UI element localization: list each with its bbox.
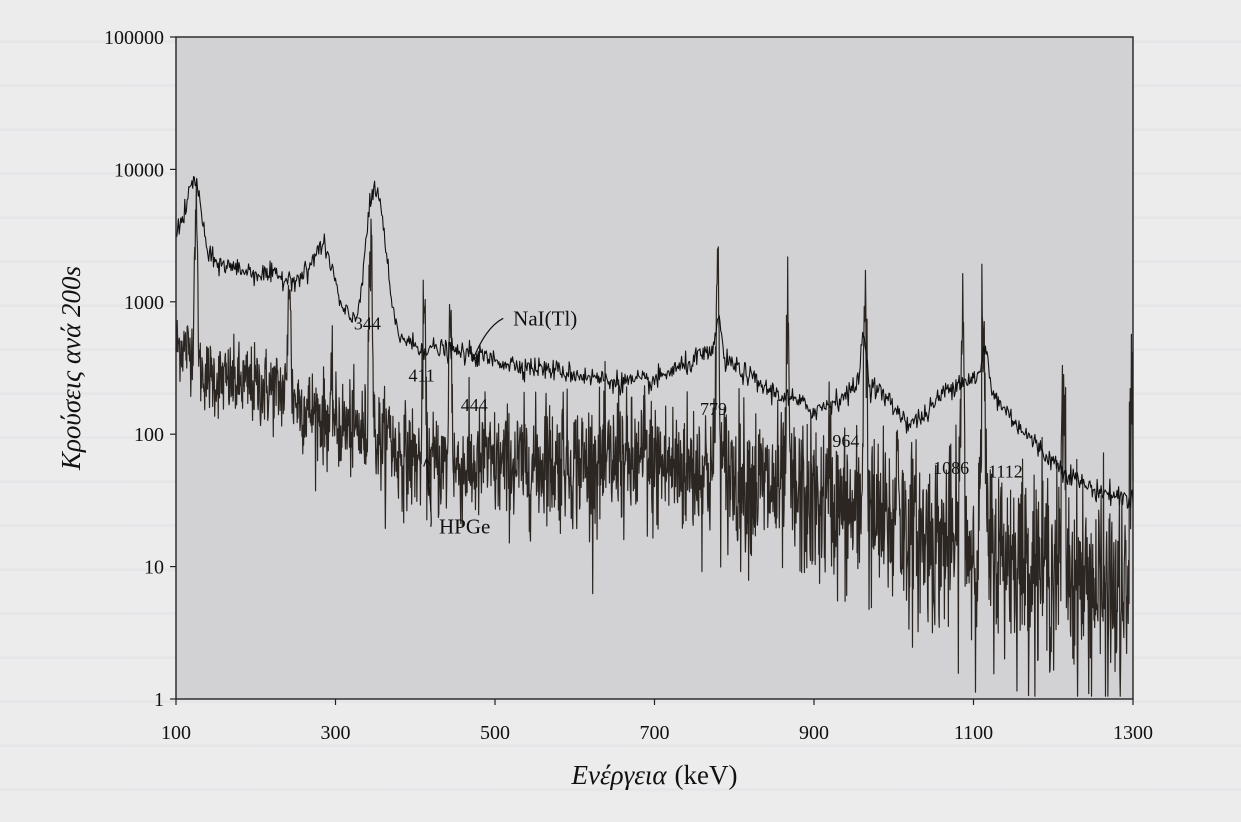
y-tick-label: 1000 bbox=[124, 292, 164, 314]
series-label-arrow bbox=[472, 317, 504, 361]
annotation-layer: 344 411 444 779 964 1086 1112 NaI(Tl) HPGe bbox=[354, 306, 1023, 538]
plot-area bbox=[176, 37, 1133, 699]
x-axis-unit: (keV) bbox=[675, 760, 738, 790]
peak-label: 1086 bbox=[933, 458, 969, 478]
arrow-head bbox=[423, 457, 432, 467]
peak-label: 411 bbox=[408, 366, 434, 386]
series-line-nai bbox=[175, 175, 1134, 509]
series-label-arrow bbox=[425, 458, 432, 527]
x-tick-label: 300 bbox=[321, 722, 351, 744]
y-tick-label: 100 bbox=[134, 424, 164, 446]
x-tick-label: 1100 bbox=[954, 722, 993, 744]
x-tick-label: 100 bbox=[161, 722, 191, 744]
y-tick-label: 10 bbox=[144, 557, 164, 579]
y-tick-label: 100000 bbox=[104, 27, 164, 49]
y-tick-label: 1 bbox=[154, 689, 164, 711]
x-tick-label: 900 bbox=[799, 722, 829, 744]
peak-label: 779 bbox=[700, 399, 727, 419]
x-axis-title: Ενέργεια (keV) bbox=[571, 760, 738, 790]
x-tick-label: 1300 bbox=[1113, 722, 1153, 744]
series-name-label: HPGe bbox=[439, 515, 490, 539]
arrow-head bbox=[471, 352, 479, 362]
peak-label: 344 bbox=[354, 313, 381, 333]
peak-label: 964 bbox=[832, 431, 859, 451]
x-tick-label: 700 bbox=[640, 722, 670, 744]
tick-layer: 100 300 500 700 900 1100 1300 1 10 100 1000 10000 10… bbox=[104, 27, 1153, 744]
peak-label: 1112 bbox=[988, 462, 1023, 482]
peak-label: 444 bbox=[461, 395, 488, 415]
series-line-hpge bbox=[175, 183, 1134, 697]
x-tick-label: 500 bbox=[480, 722, 510, 744]
y-axis-title: Κρούσεις ανά 200s bbox=[56, 266, 86, 471]
y-tick-label: 10000 bbox=[114, 159, 164, 181]
series-layer bbox=[175, 175, 1134, 697]
x-axis-title-main: Ενέργεια bbox=[571, 760, 668, 790]
series-name-label: NaI(Tl) bbox=[513, 306, 577, 330]
